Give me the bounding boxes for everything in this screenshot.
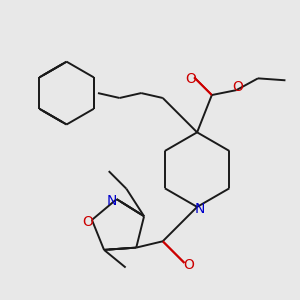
Text: N: N — [195, 202, 205, 216]
Text: O: O — [82, 215, 93, 229]
Text: O: O — [232, 80, 243, 94]
Text: O: O — [185, 72, 196, 86]
Text: O: O — [183, 258, 194, 272]
Text: N: N — [106, 194, 117, 208]
